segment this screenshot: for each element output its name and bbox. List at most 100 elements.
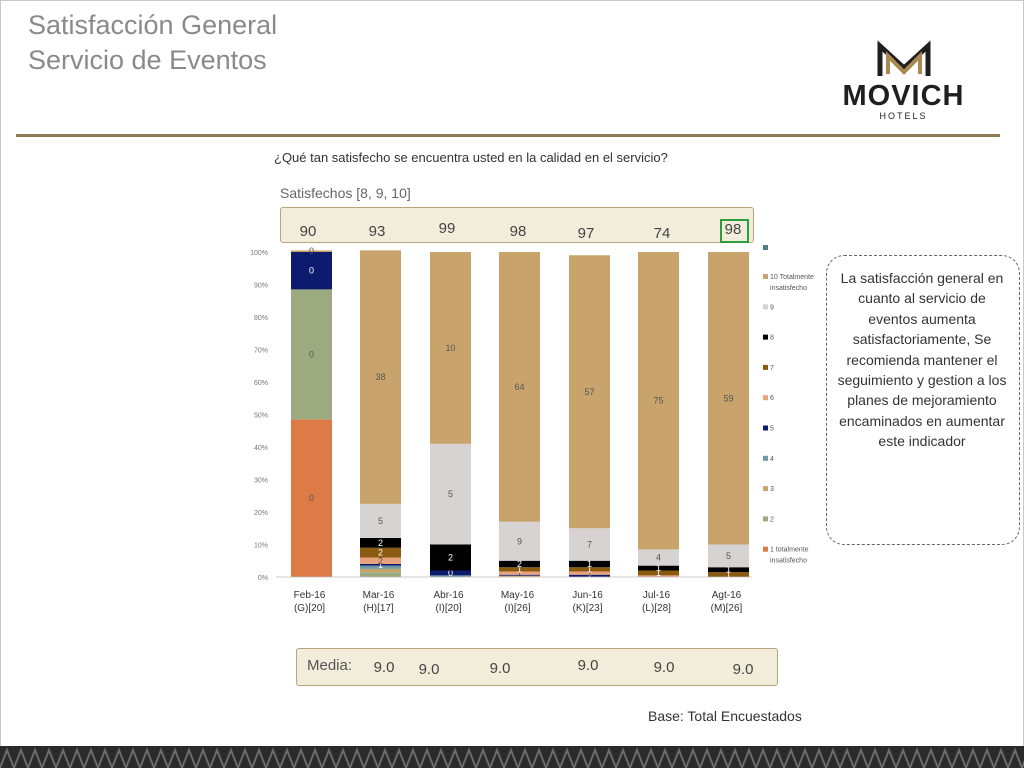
satisfied-value-agt: 98 xyxy=(724,221,742,238)
bar-segment xyxy=(430,575,471,577)
data-label: 0 xyxy=(448,568,453,578)
satisfied-value-jun: 97 xyxy=(577,225,595,242)
x-tick-label: (M)[26] xyxy=(711,603,743,614)
data-label: 1 xyxy=(587,559,592,569)
bar-segment xyxy=(430,252,471,444)
logo-text: MOVICH xyxy=(842,80,965,112)
bar-segment xyxy=(360,503,401,538)
y-tick-label: 20% xyxy=(254,510,268,517)
media-box xyxy=(296,648,778,686)
data-label: 5 xyxy=(726,551,731,561)
y-tick-label: 60% xyxy=(254,380,268,387)
data-label: 1 xyxy=(517,568,522,578)
bar-segment xyxy=(360,564,401,566)
bar-segment xyxy=(291,250,332,252)
legend-swatch xyxy=(763,546,768,552)
y-tick-label: 80% xyxy=(254,315,268,322)
y-tick-label: 40% xyxy=(254,445,268,452)
legend-label: 2 xyxy=(770,516,774,523)
bar-segment xyxy=(569,567,610,572)
data-label: 64 xyxy=(514,382,524,392)
x-tick-label: (L)[28] xyxy=(642,603,671,614)
satisfied-value-mar: 93 xyxy=(368,223,386,240)
y-tick-label: 0% xyxy=(258,575,268,582)
x-tick-label: Feb-16 xyxy=(294,590,326,601)
legend-label: 4 xyxy=(770,456,774,463)
survey-question: ¿Qué tan satisfecho se encuentra usted e… xyxy=(274,150,668,165)
x-tick-label: (I)[26] xyxy=(504,603,530,614)
bar-segment xyxy=(360,557,401,564)
bar-segment xyxy=(291,419,332,577)
legend-swatch xyxy=(763,304,768,310)
movich-logo: MOVICH HOTELS xyxy=(816,38,991,122)
media-value-3: 9.0 xyxy=(489,660,511,677)
legend-swatch xyxy=(763,395,768,401)
media-value-6: 9.0 xyxy=(732,661,754,678)
bar-segment xyxy=(430,570,471,576)
bar-segment xyxy=(291,289,332,420)
bar-segment xyxy=(499,521,540,561)
data-label: 0 xyxy=(309,266,314,276)
bar-segment xyxy=(360,565,401,569)
y-tick-label: 30% xyxy=(254,478,268,485)
bar-segment xyxy=(499,560,540,568)
bar-segment xyxy=(291,252,332,290)
data-label: 57 xyxy=(584,387,594,397)
bar-segment xyxy=(430,544,471,571)
callout-text: La satisfacción general en cuanto al ser… xyxy=(837,270,1007,450)
media-label: Media: xyxy=(307,657,353,674)
bar-segment xyxy=(499,575,540,577)
media-value-5: 9.0 xyxy=(653,659,675,676)
legend-label: 9 xyxy=(770,304,774,311)
x-tick-label: Jul-16 xyxy=(643,590,671,601)
data-label: 2 xyxy=(378,548,383,558)
bar-segment xyxy=(360,547,401,558)
data-label: 0 xyxy=(309,349,314,359)
data-label: 9 xyxy=(517,536,522,546)
bar-segment xyxy=(708,572,749,577)
data-label: 38 xyxy=(375,372,385,382)
bar-segment xyxy=(360,538,401,548)
x-tick-label: Mar-16 xyxy=(363,590,395,601)
data-label: 4 xyxy=(656,553,661,563)
bar-segment xyxy=(708,567,749,573)
y-tick-label: 10% xyxy=(254,543,268,550)
data-label: 1 xyxy=(656,568,661,578)
data-label: 75 xyxy=(653,396,663,406)
bar-segment xyxy=(569,255,610,529)
legend-swatch xyxy=(763,455,768,461)
legend-label: 8 xyxy=(770,335,774,342)
y-tick-label: 90% xyxy=(254,283,268,290)
data-label: 1 xyxy=(587,568,592,578)
media-value-1: 9.0 xyxy=(373,659,395,676)
legend-label: 3 xyxy=(770,486,774,493)
legend-label: 10 Totalmente xyxy=(770,274,814,281)
data-label: 0 xyxy=(309,493,314,503)
legend-swatch xyxy=(763,486,768,492)
x-tick-label: (H)[17] xyxy=(363,603,394,614)
footer-band xyxy=(0,746,1024,768)
data-label: 7 xyxy=(587,540,592,550)
data-label: 0 xyxy=(309,246,314,256)
bar-segment xyxy=(569,560,610,568)
bar-segment xyxy=(499,574,540,576)
x-tick-label: Agt-16 xyxy=(712,590,742,601)
satisfied-box xyxy=(280,207,754,243)
bar-segment xyxy=(360,568,401,573)
bar-segment xyxy=(569,571,610,575)
data-label: 1 xyxy=(726,570,731,580)
footer-pattern-icon xyxy=(0,746,1024,768)
data-label: 2 xyxy=(378,556,383,566)
page-title: Satisfacción General Servicio de Eventos xyxy=(28,8,277,78)
data-label: 5 xyxy=(378,516,383,526)
bar-segment xyxy=(569,574,610,577)
x-tick-label: Abr-16 xyxy=(433,590,463,601)
title-line-2: Servicio de Eventos xyxy=(28,45,267,75)
legend-swatch xyxy=(763,334,768,340)
data-label: 10 xyxy=(445,343,455,353)
x-tick-label: (G)[20] xyxy=(294,603,325,614)
legend-label: insatisfecho xyxy=(770,558,807,565)
satisfied-value-abr: 99 xyxy=(438,220,456,237)
bar-segment xyxy=(638,252,679,550)
